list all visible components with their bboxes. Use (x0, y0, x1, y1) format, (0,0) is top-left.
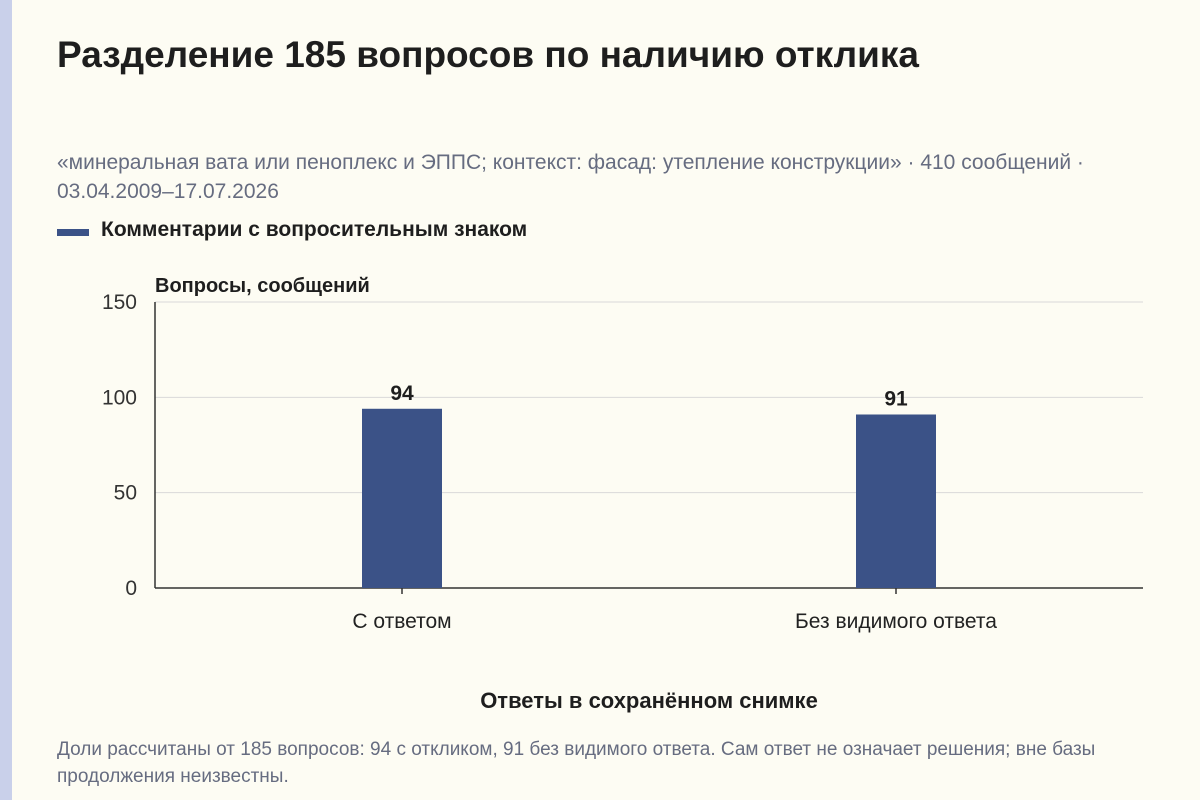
y-tick-label: 50 (114, 482, 137, 505)
x-tick-label: Без видимого ответа (795, 610, 997, 633)
legend: Комментарии с вопросительным знаком (57, 218, 527, 242)
y-tick-label: 100 (102, 386, 137, 409)
accent-strip (0, 0, 12, 800)
y-axis-label: Вопросы, сообщений (155, 275, 370, 297)
bar-value-label: 91 (884, 387, 908, 410)
y-tick-label: 150 (102, 291, 137, 314)
x-axis-label: Ответы в сохранённом снимке (480, 688, 818, 713)
footnote: Доли рассчитаны от 185 вопросов: 94 с от… (57, 739, 1096, 787)
chart-subtitle: «минеральная вата или пеноплекс и ЭППС; … (57, 151, 1084, 203)
bar (856, 414, 936, 588)
x-tick-label: С ответом (352, 610, 451, 633)
legend-swatch (57, 228, 89, 236)
bar-value-label: 94 (390, 382, 414, 405)
chart-title: Разделение 185 вопросов по наличию откли… (57, 34, 919, 75)
y-tick-label: 0 (125, 577, 137, 600)
legend-label: Комментарии с вопросительным знаком (101, 218, 528, 241)
bar (362, 408, 442, 588)
